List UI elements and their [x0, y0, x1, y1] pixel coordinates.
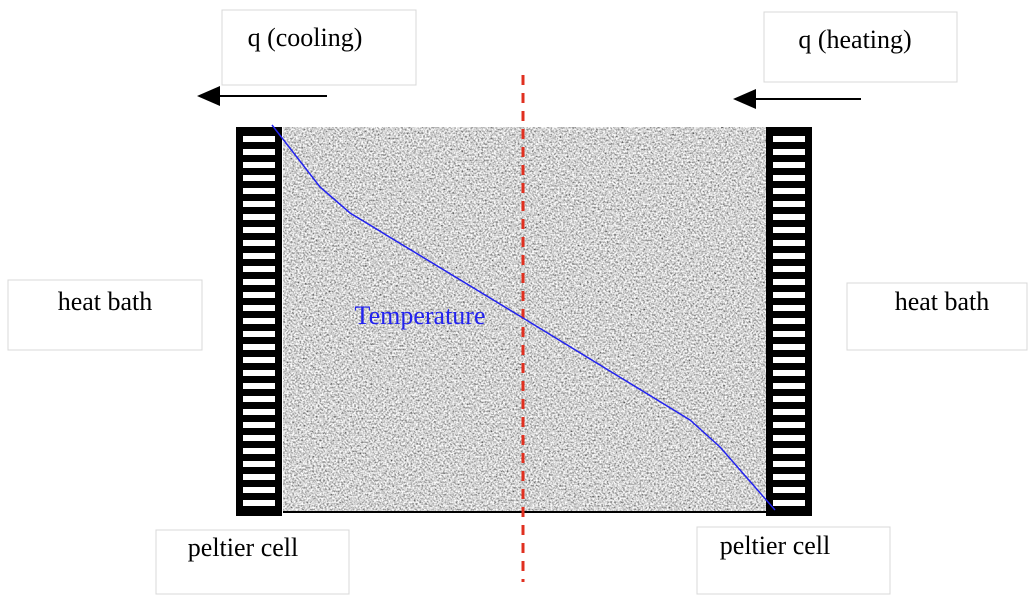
cooling-label: q (cooling) [248, 23, 363, 52]
peltier-stripes [243, 133, 275, 509]
heating-label: q (heating) [798, 25, 911, 54]
arrow-head [197, 86, 220, 106]
arrow-head [733, 89, 756, 109]
label-box [7, 279, 203, 351]
label-box [696, 526, 891, 595]
peltier-label: peltier cell [720, 531, 830, 560]
label-box [155, 529, 350, 595]
heat-bath-label: heat bath [895, 287, 990, 316]
peltier-label: peltier cell [188, 533, 298, 562]
heat-bath-label: heat bath [58, 287, 153, 316]
temperature-profile [271, 124, 776, 511]
temperature-label: Temperature [355, 301, 486, 330]
label-box [846, 282, 1028, 351]
label-box [221, 9, 417, 86]
peltier-stripes [773, 133, 805, 509]
label-box [763, 11, 958, 83]
